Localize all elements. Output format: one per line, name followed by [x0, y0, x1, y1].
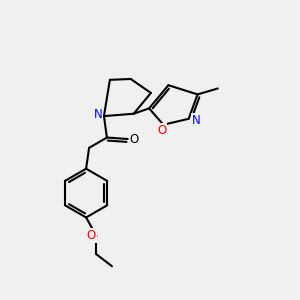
Text: O: O: [130, 133, 139, 146]
Text: N: N: [192, 114, 200, 127]
Text: O: O: [86, 230, 96, 242]
Text: N: N: [94, 108, 102, 121]
Text: O: O: [157, 124, 167, 137]
